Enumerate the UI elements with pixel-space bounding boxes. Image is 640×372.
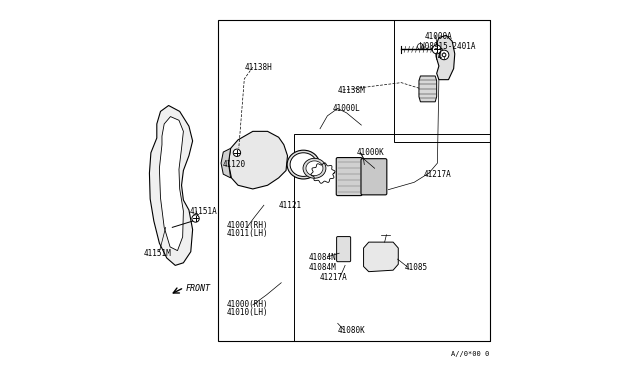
Text: 41011(LH): 41011(LH)	[227, 229, 269, 238]
Text: 41000(RH): 41000(RH)	[227, 300, 269, 310]
Polygon shape	[228, 131, 287, 189]
Polygon shape	[221, 148, 230, 178]
Ellipse shape	[306, 161, 323, 176]
Ellipse shape	[303, 158, 326, 178]
Text: 41084M: 41084M	[308, 263, 336, 272]
Circle shape	[442, 53, 446, 57]
Text: 41138H: 41138H	[244, 62, 272, 72]
Polygon shape	[419, 76, 436, 102]
FancyBboxPatch shape	[337, 237, 351, 262]
Text: 41000A: 41000A	[424, 32, 452, 41]
Text: A//0*00 0: A//0*00 0	[451, 351, 489, 357]
Polygon shape	[435, 35, 455, 80]
Circle shape	[192, 215, 199, 222]
Ellipse shape	[287, 150, 319, 179]
Text: 41084N: 41084N	[308, 253, 336, 263]
FancyBboxPatch shape	[336, 158, 362, 196]
Circle shape	[432, 45, 441, 54]
Bar	[394, 20, 490, 142]
FancyBboxPatch shape	[361, 159, 387, 195]
Text: 41151A: 41151A	[190, 207, 218, 217]
Bar	[294, 134, 490, 341]
Text: 41121: 41121	[278, 201, 302, 210]
Polygon shape	[364, 242, 398, 272]
Text: FRONT: FRONT	[185, 284, 210, 293]
Text: 41138M: 41138M	[338, 86, 365, 94]
Text: 41217A: 41217A	[319, 273, 347, 282]
Text: 41010(LH): 41010(LH)	[227, 308, 269, 317]
Text: 41000K: 41000K	[356, 148, 384, 157]
Text: (4): (4)	[434, 52, 447, 61]
Text: 41151M: 41151M	[143, 249, 172, 258]
Text: 41080K: 41080K	[338, 326, 365, 335]
Text: W08915-2401A: W08915-2401A	[420, 42, 475, 51]
Circle shape	[233, 149, 241, 157]
Bar	[218, 20, 490, 341]
Polygon shape	[159, 116, 184, 251]
Ellipse shape	[290, 153, 317, 176]
Text: 41001(RH): 41001(RH)	[227, 221, 269, 230]
Text: 41217A: 41217A	[424, 170, 452, 179]
Text: 41085: 41085	[404, 263, 428, 272]
Polygon shape	[149, 106, 193, 265]
Text: 41120: 41120	[222, 160, 245, 169]
Text: 41000L: 41000L	[333, 104, 361, 113]
Circle shape	[439, 50, 449, 60]
